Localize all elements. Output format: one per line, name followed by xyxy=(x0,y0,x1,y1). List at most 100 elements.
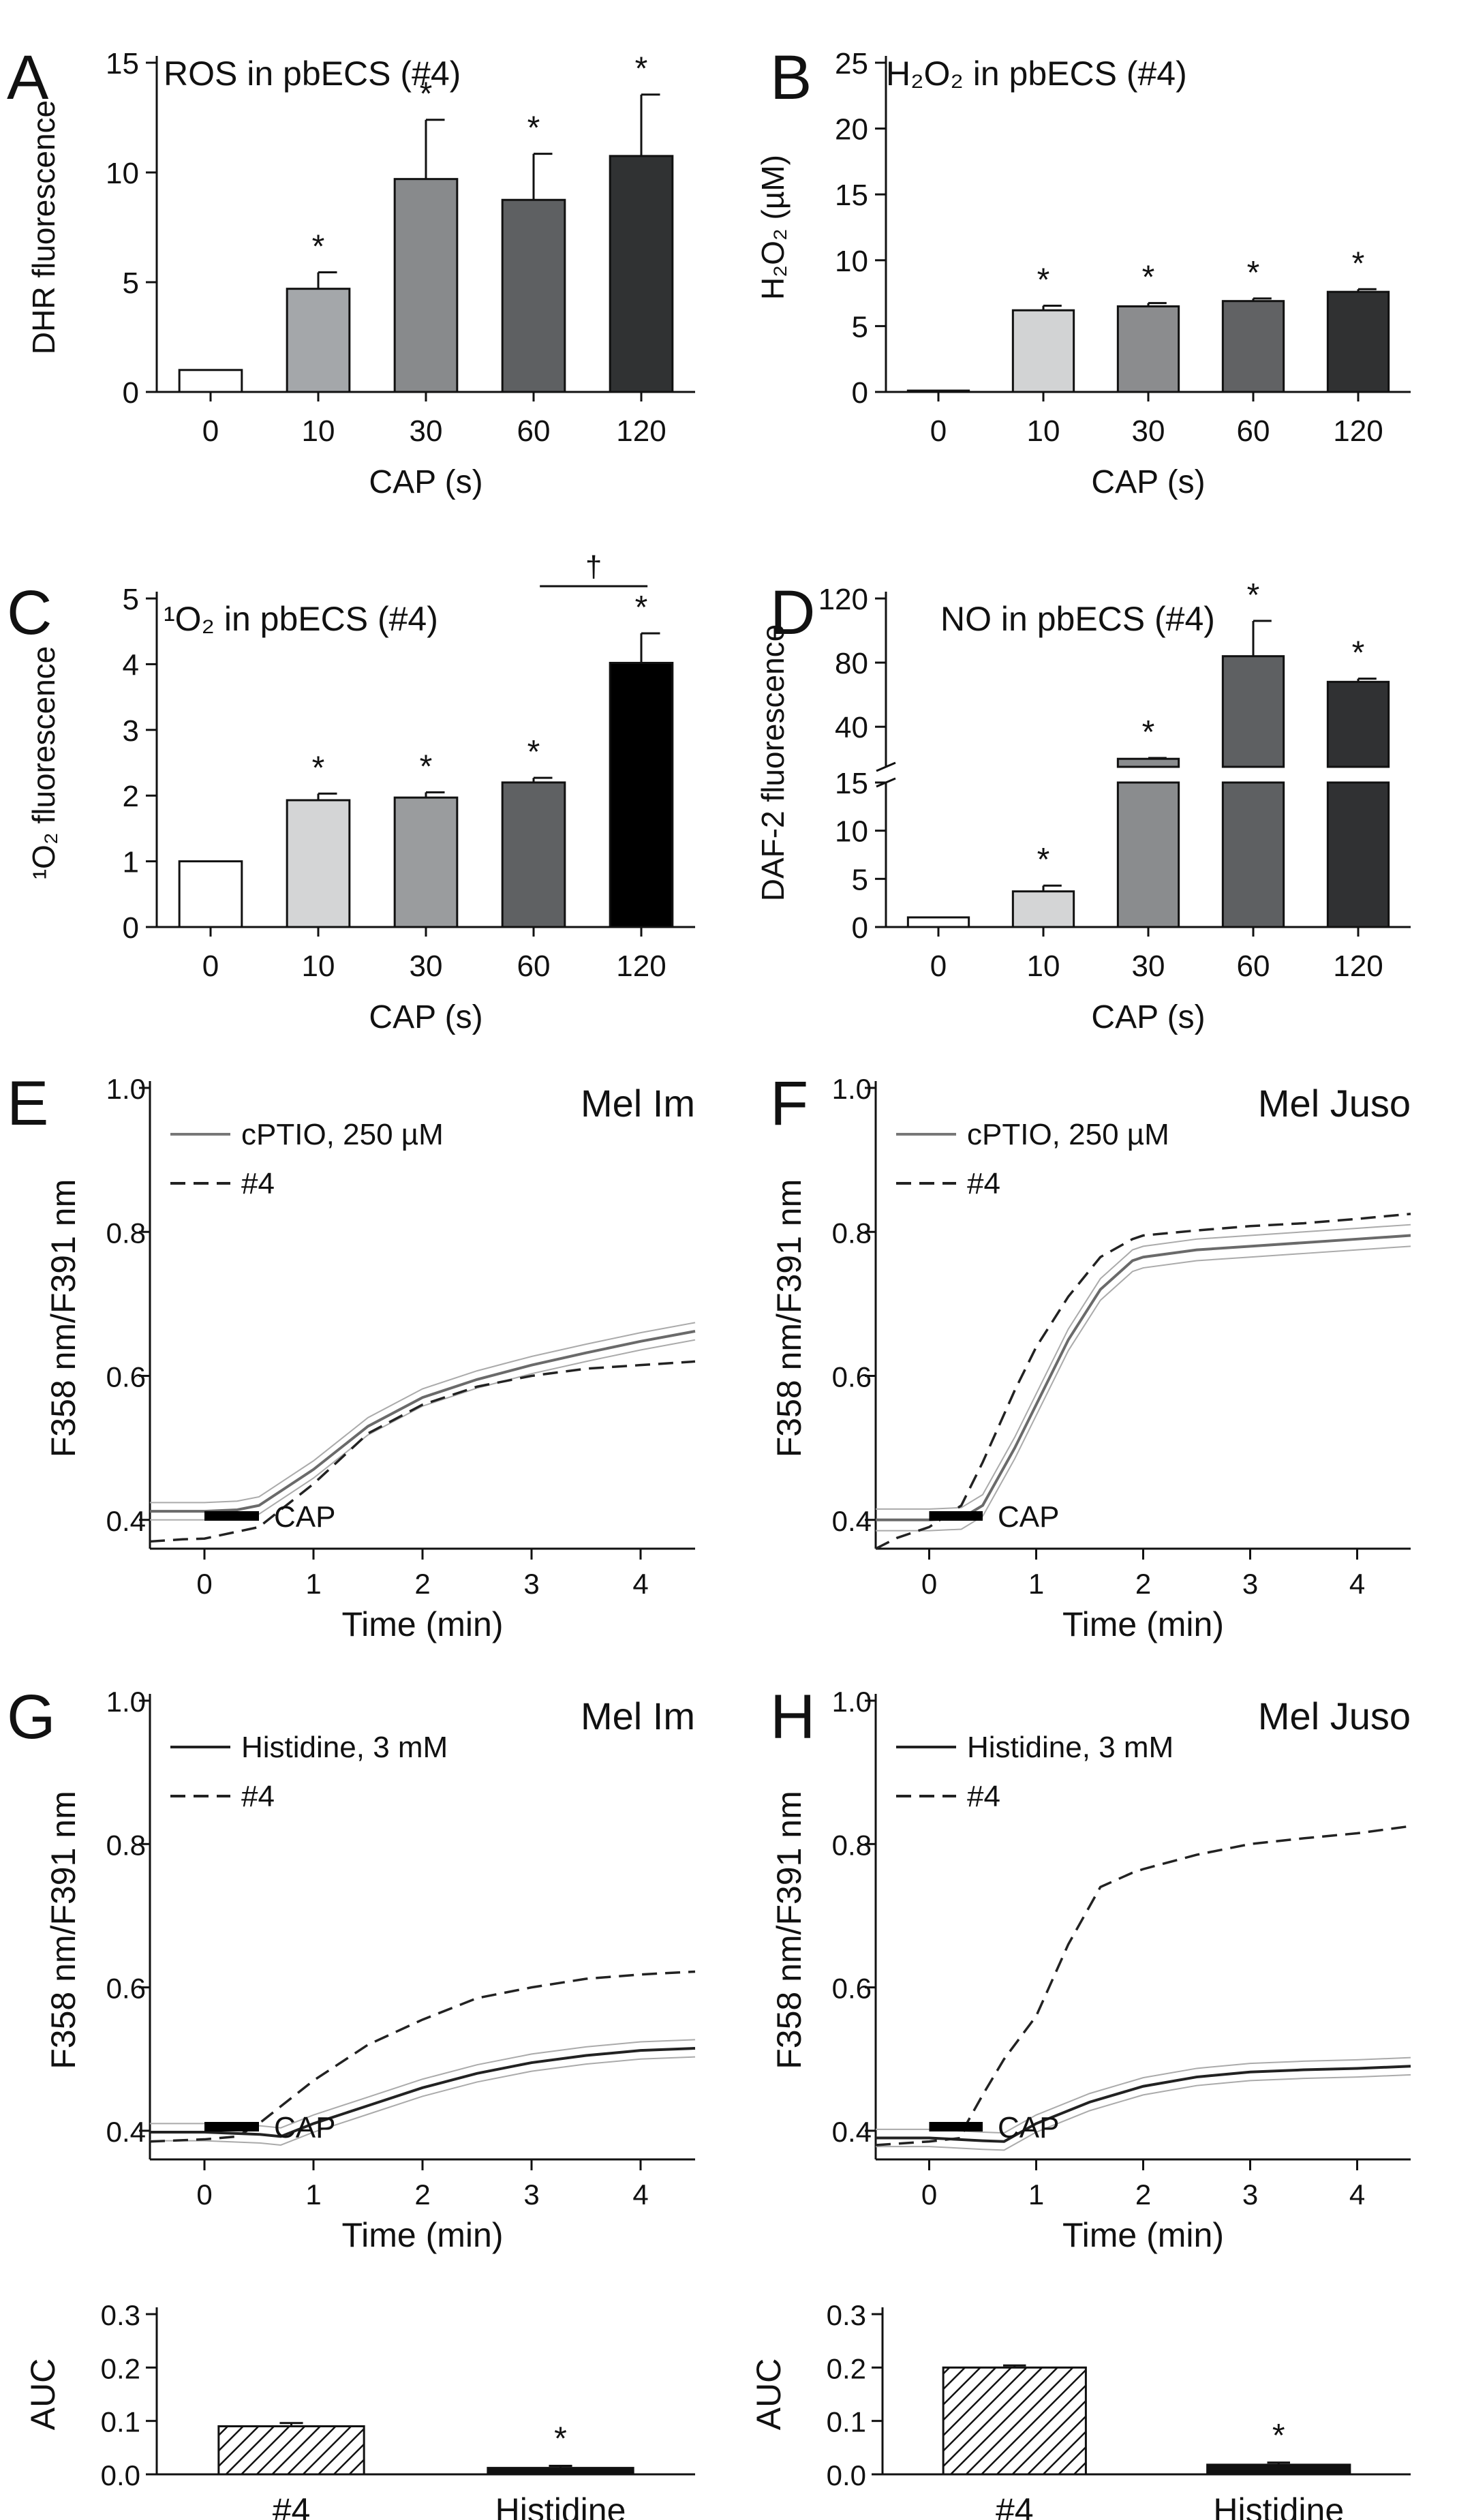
y-tick-label: 0.4 xyxy=(106,1505,146,1537)
x-tick-label: 0 xyxy=(921,1568,937,1600)
bar-60 xyxy=(1221,300,1285,393)
sem-band-upper xyxy=(876,1224,1411,1510)
x-tick-label: 1 xyxy=(1028,1568,1044,1600)
sem-band-upper xyxy=(876,2056,1411,2134)
y-axis-label-E: F358 nm/F391 nm xyxy=(44,1179,82,1458)
significance-mark: * xyxy=(527,110,540,147)
x-tick-label: 60 xyxy=(517,950,551,983)
y-axis-label-H-auc: AUC xyxy=(750,2358,788,2431)
significance-mark: * xyxy=(420,748,433,785)
y-tick-label: 0.1 xyxy=(827,2406,866,2438)
significance-mark: * xyxy=(1247,255,1260,291)
panel-letter-H: H xyxy=(770,1682,815,1752)
x-tick-label: 10 xyxy=(1027,950,1060,983)
bar-120 xyxy=(1326,290,1390,393)
y-tick-label: 10 xyxy=(106,157,139,190)
sem-band-lower xyxy=(150,2056,696,2146)
y-tick-label: 80 xyxy=(835,647,868,680)
panel-E: E Mel Im 0.4 0.6 0.8 1.0 0 1 2 3 4 Time (min) F358 n… xyxy=(7,1069,696,1643)
x-tick-label: 120 xyxy=(616,950,666,983)
x-tick-label: 4 xyxy=(632,2179,648,2211)
x-tick-label: 10 xyxy=(1027,414,1060,448)
x-axis-label-D: CAP (s) xyxy=(1091,999,1205,1035)
y-tick-label: 0.8 xyxy=(106,1829,146,1861)
bar-30-lower xyxy=(1116,781,1180,928)
panel-G: G Mel Im 0.4 0.6 0.8 1.0 0 1 2 3 4 Time (min) F358 n… xyxy=(7,1682,696,2254)
x-tick-label: 4 xyxy=(1349,2179,1365,2211)
y-tick-label: 40 xyxy=(835,711,868,744)
x-axis-label-E: Time (min) xyxy=(341,1605,503,1643)
legend-label: #4 xyxy=(241,1780,275,1813)
y-tick-label: 0.6 xyxy=(832,1973,872,2005)
y-tick-label: 10 xyxy=(835,245,868,278)
bracket-label: † xyxy=(585,550,602,583)
y-tick-label: 1.0 xyxy=(832,1073,872,1105)
sem-band-lower xyxy=(876,2074,1411,2151)
y-tick-label: 15 xyxy=(835,767,868,800)
significance-mark: * xyxy=(635,590,648,626)
legend-label: cPTIO, 250 µM xyxy=(241,1118,444,1151)
bar-60-upper xyxy=(1221,655,1285,768)
x-axis-label-F: Time (min) xyxy=(1062,1605,1224,1643)
x-tick-label: 0 xyxy=(202,414,219,448)
significance-mark: * xyxy=(1247,577,1260,613)
bar-120-lower xyxy=(1326,781,1390,928)
x-tick-label: 30 xyxy=(410,414,443,448)
x-tick-label: Histidine xyxy=(495,2491,626,2520)
significance-mark: * xyxy=(312,229,325,265)
bar-120 xyxy=(609,661,674,928)
series-line-0 xyxy=(876,2065,1411,2143)
bar-0 xyxy=(906,389,970,393)
x-tick-label: 120 xyxy=(1333,950,1383,983)
y-axis-label-A: DHR fluorescence xyxy=(26,100,61,354)
bar-60 xyxy=(501,198,566,393)
cell-line-label-E: Mel Im xyxy=(581,1082,695,1125)
panel-A: A ROS in pbECS (#4) 0 5 10 15 0 10 * 30 * 60 * 120 * CA… xyxy=(7,43,695,500)
series-line-1 xyxy=(875,1825,1411,2146)
y-tick-label: 10 xyxy=(835,815,868,849)
x-tick-label: 2 xyxy=(414,2179,430,2211)
bar-0 xyxy=(178,369,243,393)
y-tick-label: 5 xyxy=(852,863,868,896)
x-tick-label: 2 xyxy=(1135,1568,1151,1600)
legend-label: Histidine, 3 mM xyxy=(967,1731,1174,1764)
x-tick-label: 120 xyxy=(616,414,666,448)
y-tick-label: 0.0 xyxy=(101,2459,140,2491)
y-tick-label: 0.6 xyxy=(832,1361,872,1393)
x-tick-label: 4 xyxy=(1349,1568,1365,1600)
panel-letter-A: A xyxy=(7,43,49,112)
x-tick-label: 2 xyxy=(1135,2179,1151,2211)
auc-bar-#4 xyxy=(942,2366,1087,2476)
y-tick-label: 0.0 xyxy=(827,2459,866,2491)
y-tick-label: 25 xyxy=(835,47,868,80)
y-tick-label: 5 xyxy=(852,310,868,344)
x-tick-label: 0 xyxy=(930,950,947,983)
x-axis-label-H: Time (min) xyxy=(1062,2216,1224,2254)
series-line-0 xyxy=(876,1234,1411,1521)
y-axis-label-H: F358 nm/F391 nm xyxy=(770,1791,808,2069)
significance-mark: * xyxy=(1352,245,1365,282)
panel-F: F Mel Juso 0.4 0.6 0.8 1.0 0 1 2 3 4 Time (min) F358… xyxy=(770,1069,1411,1643)
x-tick-label: 0 xyxy=(196,2179,212,2211)
y-axis-label-B: H₂O₂ (µM) xyxy=(755,155,791,300)
significance-mark: * xyxy=(1352,635,1365,671)
y-tick-label: 0.8 xyxy=(832,1217,872,1249)
y-tick-label: 0.6 xyxy=(106,1361,146,1393)
panel-C: C ¹O₂ in pbECS (#4) 0 1 2 3 4 5 0 10 * 30 * 60 * 120 * CA… xyxy=(7,550,695,1035)
y-tick-label: 4 xyxy=(123,648,139,682)
cell-line-label-G: Mel Im xyxy=(581,1695,695,1737)
y-tick-label: 0.3 xyxy=(101,2299,140,2331)
y-tick-label: 0.6 xyxy=(106,1973,146,2005)
series-line-1 xyxy=(149,1360,696,1543)
bar-120-upper xyxy=(1326,680,1390,768)
x-tick-label: 1 xyxy=(305,2179,321,2211)
x-tick-label: 1 xyxy=(1028,2179,1044,2211)
bar-30-upper xyxy=(1116,757,1180,768)
panel-letter-B: B xyxy=(770,43,812,112)
y-tick-label: 120 xyxy=(818,583,868,616)
x-tick-label: 60 xyxy=(1237,414,1270,448)
legend-label: #4 xyxy=(967,1780,1000,1813)
cell-line-label-H: Mel Juso xyxy=(1258,1695,1411,1737)
x-tick-label: 30 xyxy=(1132,414,1165,448)
significance-mark: * xyxy=(1142,260,1155,296)
